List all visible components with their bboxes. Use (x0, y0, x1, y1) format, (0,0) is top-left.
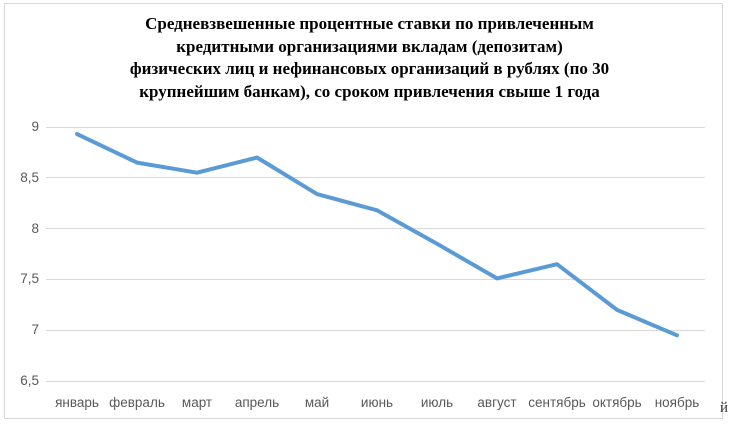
chart-title: Средневзвешенные процентные ставки по пр… (5, 13, 729, 103)
chart-title-line: кредитными организациями вкладам (депози… (176, 36, 563, 56)
chart-title-line: физических лиц и нефинансовых организаци… (129, 59, 610, 78)
chart[interactable]: Средневзвешенные процентные ставки по пр… (4, 3, 723, 419)
stray-text-fragment: й (720, 400, 729, 416)
chart-title-line: Средневзвешенные процентные ставки по пр… (145, 14, 594, 33)
chart-title-line: крупнейшим банкам), со сроком привлечени… (139, 81, 600, 101)
